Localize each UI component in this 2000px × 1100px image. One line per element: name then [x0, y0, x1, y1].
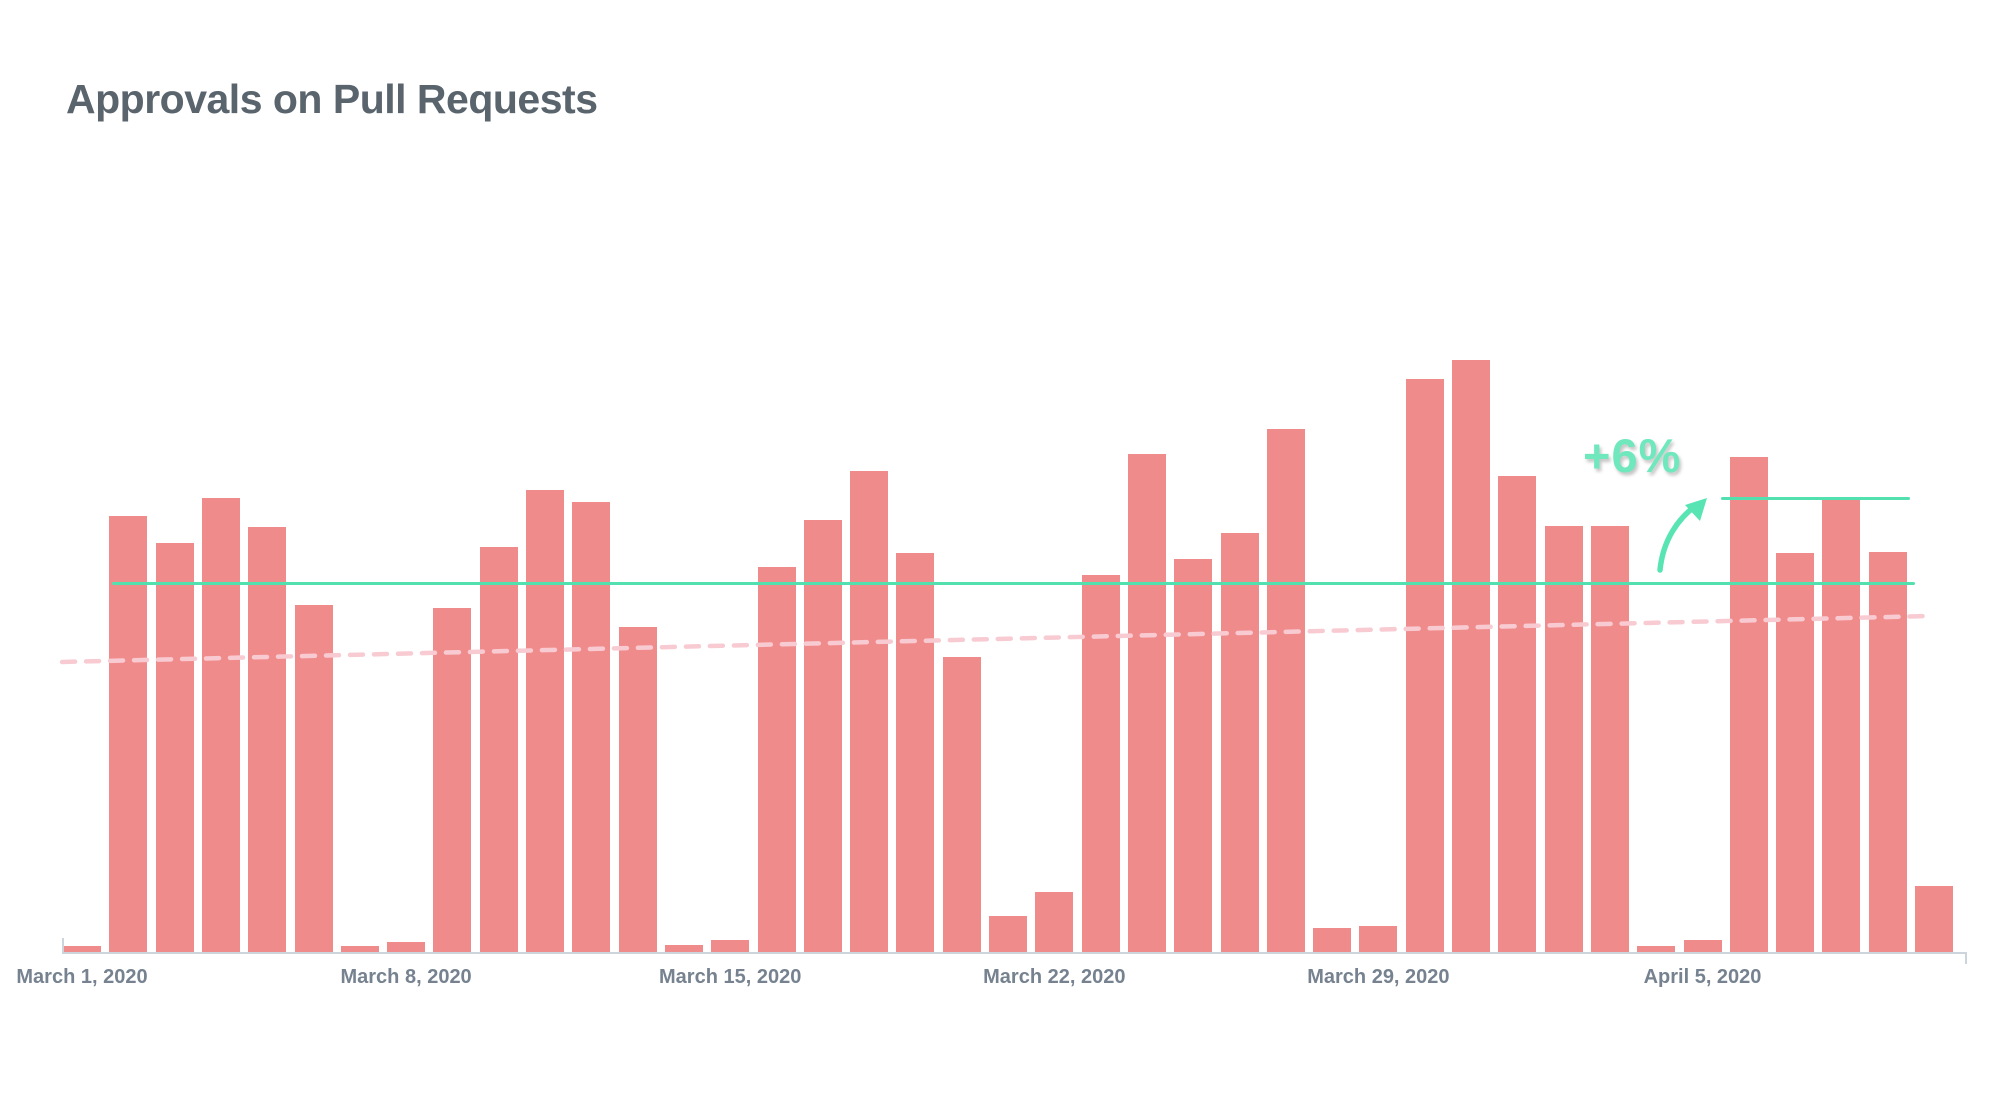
bar-2020-03-30[interactable]	[1405, 379, 1444, 952]
bar-2020-03-20[interactable]	[942, 657, 981, 952]
bar-2020-03-14[interactable]	[664, 945, 703, 952]
bar-2020-03-05[interactable]	[248, 527, 287, 952]
bar-2020-03-03[interactable]	[155, 543, 194, 952]
bar-2020-04-07[interactable]	[1776, 553, 1815, 952]
bar-2020-03-28[interactable]	[1313, 928, 1352, 952]
bar-2020-03-18[interactable]	[850, 471, 889, 952]
bar-2020-03-11[interactable]	[526, 490, 564, 952]
growth-annotation-label: +6%	[1583, 429, 1682, 482]
x-axis-right-tick	[1965, 952, 1967, 964]
x-axis-label-7: March 8, 2020	[340, 966, 472, 988]
bar-2020-03-17[interactable]	[803, 520, 842, 952]
trend-line	[59, 613, 1932, 665]
bar-2020-04-09[interactable]	[1868, 552, 1907, 952]
bar-2020-03-19[interactable]	[896, 553, 935, 952]
bar-2020-03-25[interactable]	[1174, 559, 1213, 952]
bar-2020-03-27[interactable]	[1266, 429, 1305, 952]
bar-2020-03-01[interactable]	[63, 946, 101, 952]
bar-2020-04-08[interactable]	[1822, 500, 1861, 952]
bar-2020-03-12[interactable]	[572, 502, 611, 952]
x-axis-left-tick	[62, 938, 64, 952]
bar-2020-03-10[interactable]	[479, 547, 518, 952]
bar-2020-03-13[interactable]	[618, 627, 657, 952]
bar-2020-03-07[interactable]	[340, 946, 379, 952]
bar-2020-03-21[interactable]	[989, 916, 1027, 952]
bar-2020-03-06[interactable]	[294, 605, 333, 952]
bar-2020-03-02[interactable]	[109, 516, 148, 952]
x-axis-label-0: March 1, 2020	[16, 966, 148, 988]
page-title: Approvals on Pull Requests	[66, 76, 598, 122]
average-line-before	[111, 582, 1915, 585]
bar-2020-03-08[interactable]	[387, 942, 426, 952]
bar-2020-03-04[interactable]	[201, 498, 240, 952]
bar-2020-04-02[interactable]	[1544, 526, 1583, 952]
bar-2020-04-06[interactable]	[1729, 457, 1768, 952]
x-axis-label-35: April 5, 2020	[1643, 966, 1762, 988]
x-axis-label-28: March 29, 2020	[1307, 966, 1450, 988]
bar-2020-03-22[interactable]	[1035, 892, 1074, 952]
x-axis-label-14: March 15, 2020	[659, 966, 802, 988]
bar-2020-03-26[interactable]	[1220, 533, 1259, 952]
bar-2020-04-03[interactable]	[1590, 526, 1629, 952]
bar-2020-04-04[interactable]	[1637, 946, 1676, 952]
bar-2020-03-23[interactable]	[1081, 575, 1120, 952]
bar-2020-04-01[interactable]	[1498, 476, 1537, 952]
bar-2020-03-09[interactable]	[433, 608, 472, 952]
bar-2020-03-24[interactable]	[1127, 454, 1166, 952]
bar-2020-03-31[interactable]	[1452, 360, 1490, 952]
bar-2020-03-15[interactable]	[711, 940, 750, 952]
x-axis-line	[62, 952, 1967, 954]
average-line-after	[1720, 497, 1911, 500]
bar-2020-04-05[interactable]	[1683, 940, 1722, 952]
bar-2020-03-29[interactable]	[1359, 926, 1398, 952]
bar-2020-03-16[interactable]	[757, 567, 796, 952]
bar-2020-04-10[interactable]	[1915, 886, 1953, 952]
x-axis-label-21: March 22, 2020	[983, 966, 1126, 988]
